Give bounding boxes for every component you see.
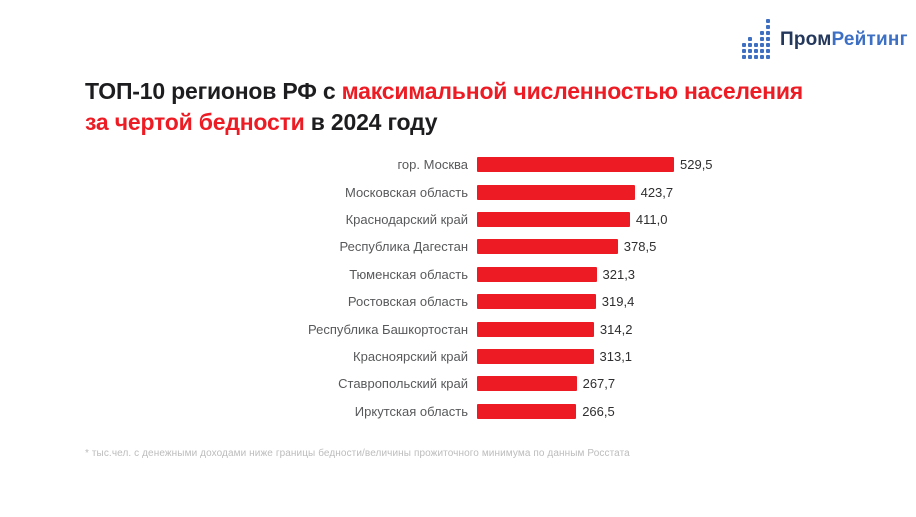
logo-icon-dot: [766, 37, 770, 41]
bar: [477, 211, 630, 227]
chart-row: Республика Башкортостан 314,2: [85, 315, 845, 342]
chart-row: Иркутская область 266,5: [85, 398, 845, 425]
bar-value-label: 314,2: [599, 321, 633, 337]
logo-icon-dot: [766, 49, 770, 53]
bar-category-label: Ростовская область: [347, 294, 468, 310]
title-segment-dark: ТОП-10 регионов РФ с: [85, 78, 342, 104]
logo-icon-dot: [748, 49, 752, 53]
logo-text-prom: Пром: [780, 29, 832, 50]
bar-category-label: Красноярский край: [353, 348, 468, 364]
logo-icon-dot: [754, 49, 758, 53]
bar-category-label: Краснодарский край: [345, 211, 468, 227]
footnote: * тыс.чел. с денежными доходами ниже гра…: [85, 448, 630, 459]
logo-text-rating: Рейтинг: [831, 29, 908, 50]
promrating-logo: ПромРейтинг: [742, 19, 908, 60]
logo-icon-column: [742, 43, 746, 59]
logo-icon-column: [748, 37, 752, 59]
logo-icon-dot: [766, 19, 770, 23]
logo-icon-dot: [754, 55, 758, 59]
title-line: за чертой бедности в 2024 году: [85, 107, 885, 138]
bar: [477, 294, 596, 310]
logo-icon-dot: [766, 31, 770, 35]
title-segment-dark: в 2024 году: [304, 109, 438, 135]
bar-category-label: Республика Башкортостан: [308, 321, 468, 337]
logo-icon-dot: [760, 31, 764, 35]
chart-row: Красноярский край 313,1: [85, 343, 845, 370]
logo-icon-column: [766, 19, 770, 59]
bar-value-label: 529,5: [680, 157, 713, 173]
logo-icon-dot: [742, 43, 746, 47]
logo-icon-dot: [760, 55, 764, 59]
bar: [477, 239, 618, 255]
bar-chart: гор. Москва 529,5 Московская область 423,7 К…: [85, 151, 845, 425]
logo-icon-dot: [760, 37, 764, 41]
bar-category-label: Московская область: [344, 184, 468, 200]
chart-row: Московская область 423,7: [85, 178, 845, 205]
chart-row: Краснодарский край 411,0: [85, 206, 845, 233]
bar: [477, 403, 577, 419]
logo-icon-dot: [760, 49, 764, 53]
bar-value-label: 378,5: [623, 239, 657, 255]
bar: [477, 348, 594, 364]
page-title: ТОП-10 регионов РФ с максимальной числен…: [85, 76, 885, 138]
bar: [477, 157, 674, 173]
bar-value-label: 411,0: [635, 211, 668, 227]
bar-value-label: 321,3: [602, 266, 636, 282]
bar-value-label: 319,4: [601, 294, 635, 310]
chart-row: гор. Москва 529,5: [85, 151, 845, 178]
logo-icon-dot: [748, 55, 752, 59]
chart-row: Ростовская область 319,4: [85, 288, 845, 315]
logo-icon-dot: [760, 43, 764, 47]
logo-icon-dot: [766, 55, 770, 59]
bar-category-label: Тюменская область: [349, 266, 468, 282]
title-segment-red: за чертой бедности: [85, 109, 305, 135]
dot-bar-chart-icon: [742, 19, 770, 59]
bar-value-label: 313,1: [599, 348, 633, 364]
title-segment-red: максимальной численностью населения: [341, 78, 804, 104]
logo-icon-dot: [748, 37, 752, 41]
bar-category-label: Республика Дагестан: [339, 239, 468, 255]
bar-category-label: Ставропольский край: [338, 376, 468, 392]
bar: [477, 376, 577, 392]
chart-row: Республика Дагестан 378,5: [85, 233, 845, 260]
title-line: ТОП-10 регионов РФ с максимальной числен…: [85, 76, 885, 107]
logo-text: ПромРейтинг: [780, 29, 908, 51]
logo-icon-dot: [742, 55, 746, 59]
bar: [477, 266, 597, 282]
logo-icon-dot: [748, 43, 752, 47]
bar-value-label: 423,7: [640, 184, 674, 200]
bar: [477, 184, 635, 200]
bar-category-label: гор. Москва: [397, 157, 468, 173]
bar-value-label: 266,5: [582, 403, 615, 419]
bar: [477, 321, 594, 337]
logo-icon-dot: [754, 43, 758, 47]
chart-row: Тюменская область 321,3: [85, 261, 845, 288]
logo-icon-dot: [766, 25, 770, 29]
logo-icon-column: [760, 31, 764, 59]
bar-value-label: 267,7: [582, 376, 616, 392]
chart-row: Ставропольский край 267,7: [85, 370, 845, 397]
logo-icon-column: [754, 43, 758, 59]
logo-icon-dot: [742, 49, 746, 53]
logo-icon-dot: [766, 43, 770, 47]
bar-category-label: Иркутская область: [354, 403, 468, 419]
